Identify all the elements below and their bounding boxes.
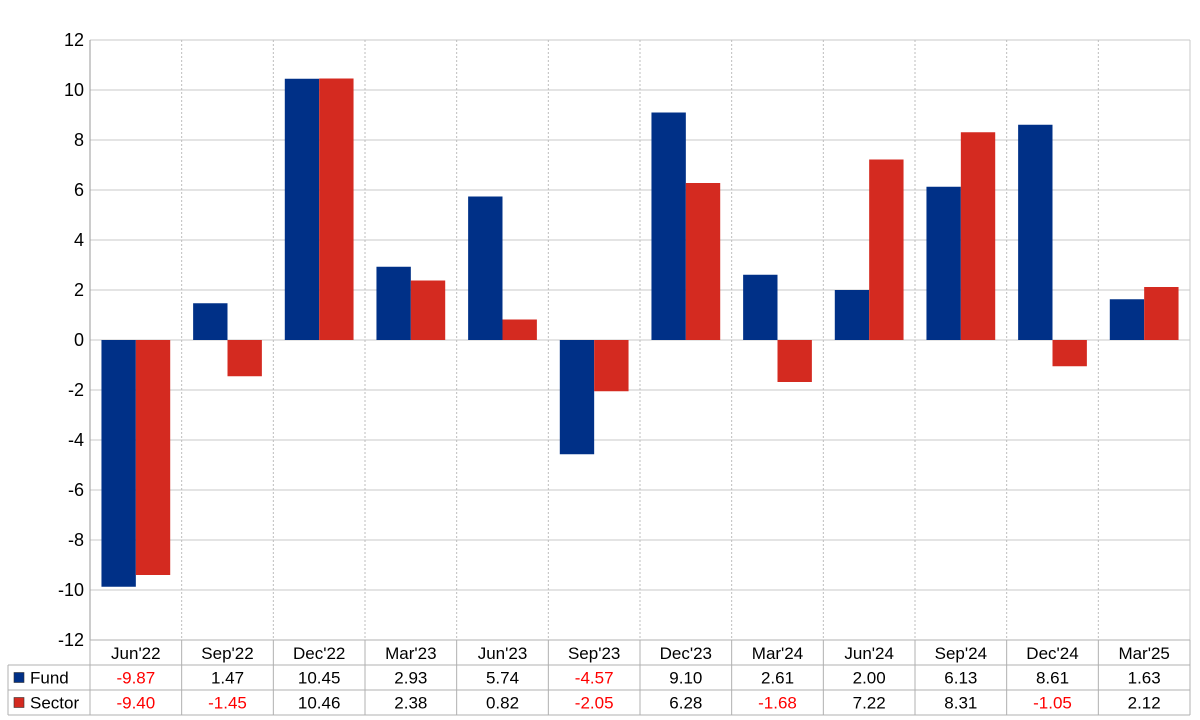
bar-fund-2 bbox=[284, 78, 320, 340]
y-tick-label: 2 bbox=[74, 280, 84, 300]
category-label: Dec'24 bbox=[1026, 644, 1078, 663]
y-tick-label: -2 bbox=[68, 380, 84, 400]
y-tick-label: -4 bbox=[68, 430, 84, 450]
y-tick-label: -10 bbox=[58, 580, 84, 600]
data-label-sector: 2.38 bbox=[394, 694, 427, 713]
bar-sector-1 bbox=[227, 340, 262, 377]
category-label: Sep'23 bbox=[568, 644, 620, 663]
category-label: Mar'24 bbox=[752, 644, 803, 663]
legend-swatch-fund bbox=[13, 672, 25, 683]
bar-sector-7 bbox=[777, 340, 812, 382]
bar-fund-7 bbox=[743, 274, 778, 340]
category-label: Jun'22 bbox=[111, 644, 161, 663]
bar-fund-10 bbox=[1018, 124, 1053, 340]
category-label: Sep'24 bbox=[935, 644, 987, 663]
data-label-fund: 1.47 bbox=[211, 669, 244, 688]
bar-sector-0 bbox=[135, 340, 171, 575]
data-label-sector: -1.05 bbox=[1033, 694, 1072, 713]
data-label-fund: 6.13 bbox=[944, 669, 977, 688]
data-label-sector: 8.31 bbox=[944, 694, 977, 713]
data-label-sector: 6.28 bbox=[669, 694, 702, 713]
data-label-sector: 0.82 bbox=[486, 694, 519, 713]
y-tick-label: -6 bbox=[68, 480, 84, 500]
data-label-fund: 1.63 bbox=[1128, 669, 1161, 688]
legend-label-sector: Sector bbox=[30, 694, 79, 713]
bar-fund-5 bbox=[559, 340, 595, 455]
data-label-sector: 2.12 bbox=[1128, 694, 1161, 713]
bar-sector-4 bbox=[502, 319, 537, 340]
data-label-fund: 10.45 bbox=[298, 669, 341, 688]
bar-fund-1 bbox=[193, 303, 228, 340]
data-label-sector: 7.22 bbox=[853, 694, 886, 713]
bar-sector-8 bbox=[869, 159, 904, 340]
legend-label-fund: Fund bbox=[30, 669, 69, 688]
data-label-fund: -9.87 bbox=[116, 669, 155, 688]
y-tick-label: 0 bbox=[74, 330, 84, 350]
bar-sector-10 bbox=[1052, 340, 1087, 367]
data-label-fund: -4.57 bbox=[575, 669, 614, 688]
bar-fund-6 bbox=[651, 112, 686, 340]
category-label: Jun'23 bbox=[478, 644, 528, 663]
bar-sector-3 bbox=[410, 280, 446, 340]
bar-sector-5 bbox=[594, 340, 629, 392]
y-tick-label: -8 bbox=[68, 530, 84, 550]
bar-sector-9 bbox=[960, 132, 996, 340]
data-label-fund: 8.61 bbox=[1036, 669, 1069, 688]
data-label-fund: 5.74 bbox=[486, 669, 519, 688]
bar-fund-4 bbox=[468, 196, 503, 340]
bar-sector-6 bbox=[685, 183, 721, 340]
data-label-sector: 10.46 bbox=[298, 694, 341, 713]
data-label-fund: 2.00 bbox=[853, 669, 886, 688]
y-tick-label: 10 bbox=[64, 80, 84, 100]
category-label: Dec'23 bbox=[660, 644, 712, 663]
category-label: Jun'24 bbox=[844, 644, 894, 663]
data-label-sector: -2.05 bbox=[575, 694, 614, 713]
y-tick-label: 4 bbox=[74, 230, 84, 250]
bar-sector-11 bbox=[1144, 287, 1179, 340]
data-label-sector: -9.40 bbox=[116, 694, 155, 713]
y-tick-label: 6 bbox=[74, 180, 84, 200]
y-tick-label: -12 bbox=[58, 630, 84, 650]
data-label-fund: 9.10 bbox=[669, 669, 702, 688]
y-tick-label: 8 bbox=[74, 130, 84, 150]
legend-swatch-sector bbox=[13, 697, 25, 708]
category-label: Dec'22 bbox=[293, 644, 345, 663]
category-label: Mar'23 bbox=[385, 644, 436, 663]
data-label-fund: 2.93 bbox=[394, 669, 427, 688]
bars-layer bbox=[101, 78, 1179, 587]
bar-fund-8 bbox=[834, 290, 870, 340]
data-label-sector: -1.68 bbox=[758, 694, 797, 713]
data-table: Jun'22 Sep'22 Dec'22 Mar'23 Jun'23 Sep'23 Dec'… bbox=[7, 639, 1191, 716]
category-label: Sep'22 bbox=[201, 644, 253, 663]
category-label: Mar'25 bbox=[1118, 644, 1169, 663]
bar-fund-11 bbox=[1109, 299, 1145, 340]
bar-sector-2 bbox=[319, 78, 354, 340]
data-label-sector: -1.45 bbox=[208, 694, 247, 713]
axis-layer: 12 10 8 6 4 2 0 -2 -4 -6 -8 -10 -12 bbox=[58, 30, 91, 650]
bar-fund-9 bbox=[926, 186, 961, 340]
bar-fund-0 bbox=[101, 340, 136, 587]
bar-fund-3 bbox=[376, 266, 411, 340]
data-label-fund: 2.61 bbox=[761, 669, 794, 688]
y-tick-label: 12 bbox=[64, 30, 84, 50]
